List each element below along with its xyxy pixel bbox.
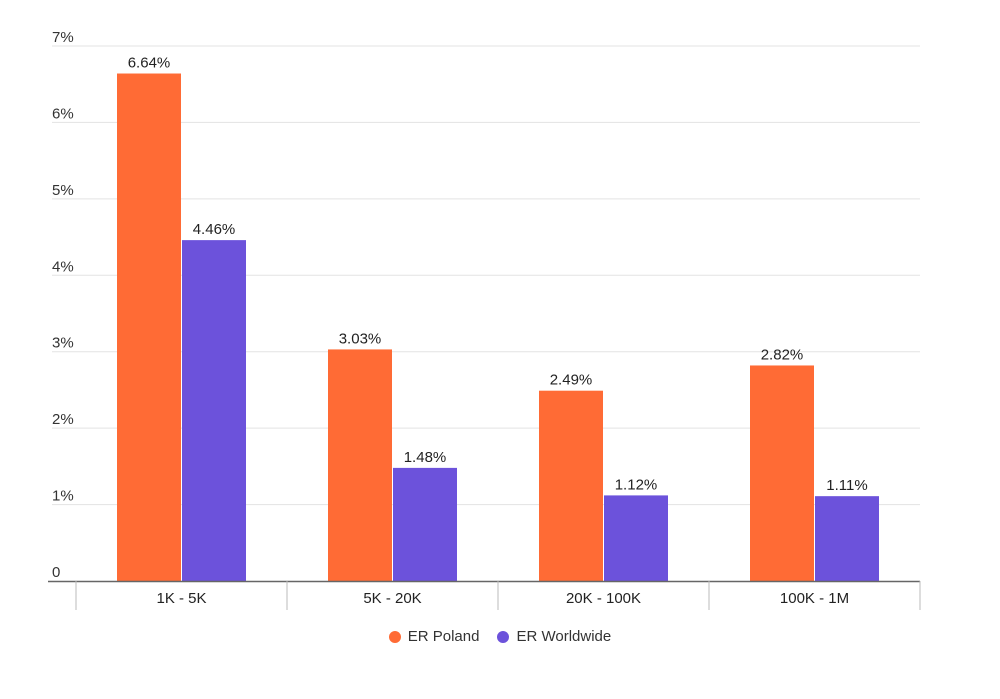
data-label: 2.82% (761, 346, 804, 363)
data-label: 1.11% (826, 477, 867, 494)
data-label: 6.64% (128, 55, 171, 72)
y-tick-label: 1% (52, 488, 74, 505)
y-tick-label: 6% (52, 105, 74, 122)
data-label: 1.12% (615, 476, 658, 493)
legend-item-worldwide[interactable]: ER Worldwide (497, 628, 611, 645)
y-tick-label: 4% (52, 258, 74, 275)
y-axis-ticks: 0 1% 2% 3% 4% 5% 6% 7% (52, 29, 74, 581)
bar-worldwide[interactable] (604, 495, 668, 581)
legend: ER Poland ER Worldwide (0, 628, 1000, 645)
x-category-label: 1K - 5K (156, 590, 206, 607)
x-axis: 1K - 5K 5K - 20K 20K - 100K 100K - 1M (48, 580, 921, 610)
y-tick-label: 2% (52, 411, 74, 428)
legend-swatch-poland (388, 630, 401, 643)
bars (117, 73, 879, 581)
y-tick-label: 7% (52, 29, 74, 46)
y-tick-label: 0 (52, 564, 60, 581)
bar-poland[interactable] (328, 349, 392, 581)
x-category-label: 100K - 1M (780, 590, 849, 607)
legend-item-poland[interactable]: ER Poland (388, 628, 480, 645)
bar-poland[interactable] (750, 365, 814, 581)
data-label: 1.48% (404, 449, 447, 466)
x-category-label: 5K - 20K (363, 590, 421, 607)
data-labels: 6.64% 4.46% 3.03% 1.48% 2.49% 1.12% 2.82% 1.11% (128, 55, 868, 495)
y-tick-label: 5% (52, 182, 74, 199)
bar-worldwide[interactable] (393, 467, 457, 581)
x-category-label: 20K - 100K (566, 590, 641, 607)
legend-label-worldwide: ER Worldwide (516, 628, 612, 645)
bar-worldwide[interactable] (815, 496, 879, 581)
legend-label-poland: ER Poland (407, 628, 480, 645)
data-label: 3.03% (339, 330, 382, 347)
data-label: 4.46% (193, 221, 236, 238)
data-label: 2.49% (550, 372, 593, 389)
bar-chart: 0 1% 2% 3% 4% 5% 6% 7% 6.64% 4.46% 3.03% 1.48% 2.49… (48, 29, 921, 610)
bar-poland[interactable] (117, 73, 181, 581)
y-tick-label: 3% (52, 335, 74, 352)
bar-poland[interactable] (539, 390, 603, 581)
bar-worldwide[interactable] (182, 240, 246, 581)
legend-swatch-worldwide (497, 630, 510, 643)
